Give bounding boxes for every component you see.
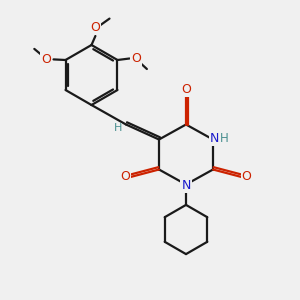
Text: H: H <box>220 132 229 146</box>
Text: O: O <box>182 82 191 96</box>
Text: O: O <box>121 170 130 183</box>
Text: O: O <box>131 52 141 65</box>
Text: O: O <box>91 21 100 34</box>
Text: O: O <box>242 170 251 183</box>
Text: O: O <box>41 53 51 66</box>
Text: N: N <box>181 178 191 192</box>
Text: H: H <box>113 123 122 133</box>
Text: N: N <box>210 132 219 146</box>
